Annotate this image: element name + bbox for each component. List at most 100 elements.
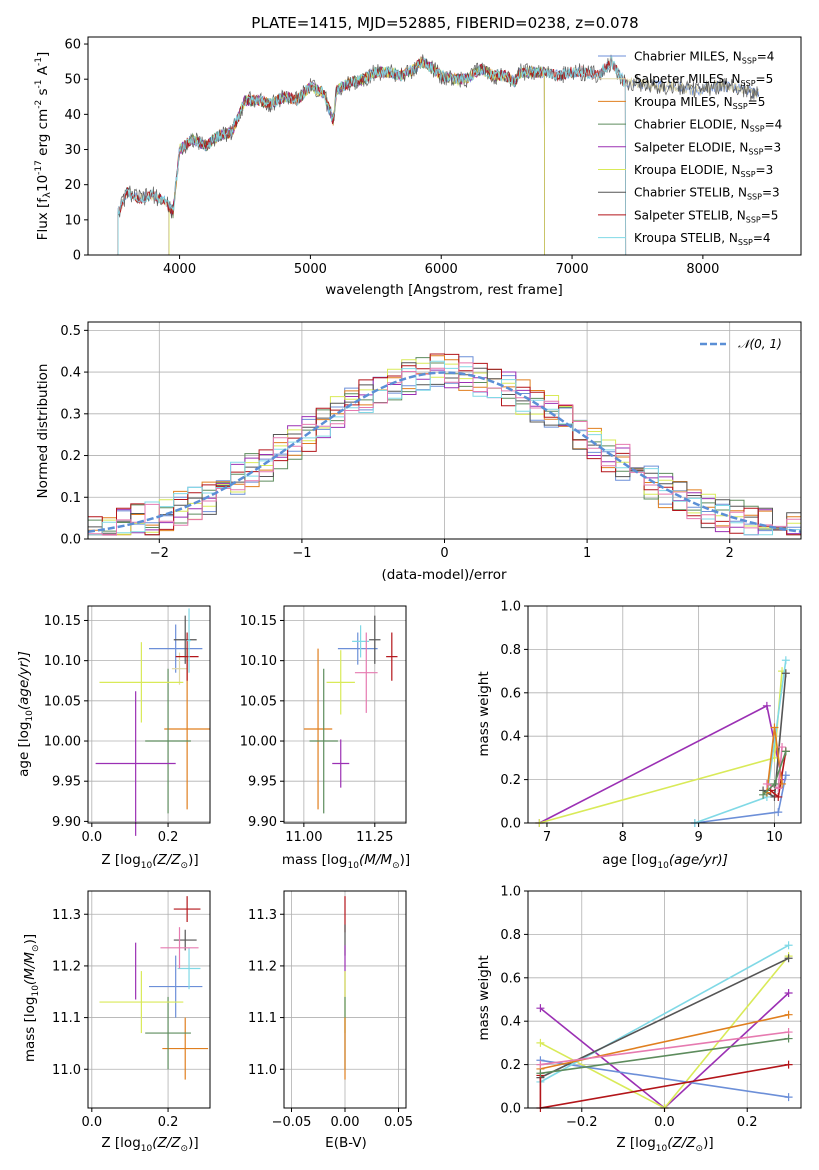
panel-xtick: 0.0 [81, 830, 102, 845]
histogram-step [88, 360, 801, 536]
panel-ytick: 0.2 [500, 1058, 521, 1073]
panel-xtick: 11.00 [285, 830, 322, 845]
weight-marker [781, 771, 790, 780]
panel-ytick: 9.95 [52, 775, 81, 790]
legend-entry: Salpeter ELODIE, NSSP=3 [634, 140, 781, 156]
panel-ytick: 0.0 [500, 1102, 521, 1117]
wz-xlabel: Z [log10(Z/Z⊙)] [616, 1135, 713, 1154]
spectrum-panel: 4000 5000 6000 7000 8000 0 10 20 30 40 50 60 wavele… [34, 36, 802, 298]
agem-xlabel: mass [log10(M/M⊙)] [282, 852, 410, 871]
weight-marker [781, 747, 790, 756]
agez-ylabel: age [log10(age/yr)] [16, 651, 35, 777]
panel-ytick: 0.0 [500, 817, 521, 832]
legend-entry: Salpeter MILES, NSSP=5 [634, 72, 773, 88]
mz-xlabel: Z [log10(Z/Z⊙)] [101, 1135, 198, 1154]
panel-ytick: 0.4 [500, 1015, 521, 1030]
legend-entry: Chabrier STELIB, NSSP=3 [634, 186, 780, 202]
panel-xtick: 0.2 [158, 1115, 179, 1130]
weight-marker [774, 792, 783, 801]
legend-entry: Kroupa ELODIE, NSSP=3 [634, 163, 773, 179]
weight-marker [536, 1069, 545, 1078]
panel-ytick: 0.8 [500, 928, 521, 943]
histogram-ytick: 0.4 [60, 366, 81, 381]
panel-ytick: 0.6 [500, 971, 521, 986]
spectrum-xtick: 5000 [294, 262, 327, 277]
agez-xlabel: Z [log10(Z/Z⊙)] [101, 852, 198, 871]
histogram-ytick: 0.2 [60, 449, 81, 464]
wz-ylabel: mass weight [476, 955, 492, 1040]
panel-ytick: 11.3 [52, 908, 81, 923]
spectrum-ytick: 50 [64, 73, 81, 88]
histogram-ytick: 0.3 [60, 407, 81, 422]
panel-xtick: 9 [694, 830, 702, 845]
wage-ylabel: mass weight [476, 671, 492, 756]
weight-line [540, 1031, 789, 1066]
spectrum-xlabel: wavelength [Angstrom, rest frame] [325, 282, 563, 298]
panel-ytick: 11.2 [248, 959, 277, 974]
histogram-xtick: 2 [726, 546, 734, 561]
panel-ytick: 0.6 [500, 686, 521, 701]
weight-marker [536, 1038, 545, 1047]
weight-vs-metallicity-panel: −0.2 0.0 0.2 0.0 0.2 0.4 0.6 0.8 1.0 [500, 885, 802, 1130]
panel-xtick: 10 [766, 830, 783, 845]
weight-marker [536, 1004, 545, 1013]
panel-ytick: 10.10 [240, 654, 277, 669]
weight-marker [770, 723, 779, 732]
panel-xtick: −0.2 [566, 1115, 598, 1130]
weight-line [540, 957, 789, 1079]
mass-vs-metallicity-panel: 0.0 0.2 11.0 11.1 11.2 11.3 [52, 890, 211, 1130]
weight-marker [770, 779, 779, 788]
weight-marker [774, 784, 783, 793]
weight-vs-age-panel: 7 8 9 10 0.0 0.2 0.4 0.6 0.8 1.0 [500, 600, 802, 845]
weight-marker [784, 1060, 793, 1069]
panel-ytick: 0.2 [500, 773, 521, 788]
figure-title: PLATE=1415, MJD=52885, FIBERID=0238, z=0… [251, 14, 638, 32]
legend-entry: Chabrier ELODIE, NSSP=4 [634, 118, 782, 134]
histogram-legend: 𝒩(0, 1) [700, 337, 782, 351]
histogram-ytick: 0.1 [60, 491, 81, 506]
panel-ytick: 0.4 [500, 730, 521, 745]
mass-vs-ebv-panel: −0.05 0.00 0.05 11.0 11.1 11.2 11.3 [248, 890, 413, 1130]
age-vs-mass-panel: 11.00 11.25 9.90 9.95 10.00 10.05 10.10 10.15 [240, 605, 407, 845]
weight-marker [781, 656, 790, 665]
spectrum-xtick: 4000 [163, 262, 196, 277]
residual-histogram-panel: −2 −1 0 1 2 0.0 0.1 0.2 0.3 0.4 0.5 (data-model)/e… [35, 321, 802, 583]
histogram-xtick: −2 [150, 546, 169, 561]
panel-ytick: 9.95 [248, 775, 277, 790]
weight-marker [784, 941, 793, 950]
age-vs-metallicity-panel: 0.0 0.2 9.90 9.95 10.00 10.05 10.10 10.15 [44, 605, 211, 845]
spectrum-xtick: 6000 [425, 262, 458, 277]
histogram-ytick: 0.5 [60, 324, 81, 339]
spectrum-ytick: 30 [64, 143, 81, 158]
panel-ytick: 9.90 [52, 815, 81, 830]
histogram-xtick: 1 [583, 546, 591, 561]
panel-xtick: −0.05 [272, 1115, 312, 1130]
histogram-xlabel: (data-model)/error [381, 567, 507, 583]
panel-xtick: 0.0 [81, 1115, 102, 1130]
panel-ytick: 11.2 [52, 959, 81, 974]
weight-line [540, 1037, 789, 1075]
weight-marker [762, 701, 771, 710]
panel-ytick: 1.0 [500, 885, 521, 900]
panel-ytick: 10.15 [240, 614, 277, 629]
spectrum-ytick: 40 [64, 108, 81, 123]
spectrum-xtick: 8000 [686, 262, 719, 277]
histogram-step [88, 362, 801, 536]
panel-ytick: 10.15 [44, 614, 81, 629]
panel-xtick: 7 [543, 830, 551, 845]
spectrum-line [117, 56, 627, 256]
spectrum-ytick: 10 [64, 213, 81, 228]
weight-marker [536, 1060, 545, 1069]
histogram-ytick: 0.0 [60, 533, 81, 548]
legend-entry: Salpeter STELIB, NSSP=5 [634, 208, 778, 224]
spectrum-legend: Chabrier MILES, NSSP=4 Salpeter MILES, NS… [598, 50, 782, 247]
weight-marker [778, 743, 787, 752]
panel-ytick: 9.90 [248, 815, 277, 830]
spectrum-ylabel: Flux [fλ10-17 erg cm-2 s-1 A-1] [34, 52, 53, 241]
mz-ylabel: mass [log10(M/M⊙)] [22, 934, 41, 1062]
histogram-xtick: 0 [440, 546, 448, 561]
panel-ytick: 11.0 [248, 1063, 277, 1078]
weight-marker [784, 954, 793, 963]
weight-marker [762, 779, 771, 788]
